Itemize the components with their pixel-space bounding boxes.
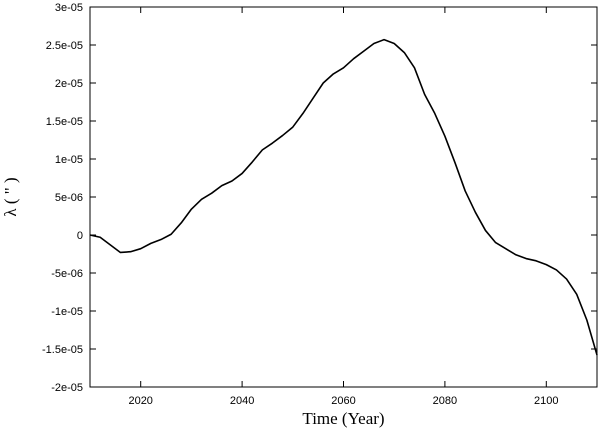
y-axis-title: λ ( " ) [1, 177, 20, 216]
x-tick-label: 2020 [128, 395, 152, 407]
plot-frame [89, 6, 598, 388]
y-tick-label: 0 [77, 230, 83, 242]
y-tick-label: -2e-05 [51, 382, 83, 394]
x-tick-label: 2100 [534, 395, 558, 407]
y-tick-label: 3e-05 [55, 2, 83, 14]
y-tick-label: -1.5e-05 [42, 344, 83, 356]
y-tick-label: 2.5e-05 [46, 40, 83, 52]
x-axis-ticks: 2020 2040 2060 2080 2100 [128, 7, 559, 407]
y-tick-label: 1.5e-05 [46, 116, 83, 128]
y-axis-ticks: -2e-05 -1.5e-05 -1e-05 -5e-06 0 5e-06 1e-05 1.5… [42, 2, 597, 394]
y-tick-label: 1e-05 [55, 154, 83, 166]
x-tick-label: 2080 [433, 395, 457, 407]
y-tick-label: -1e-05 [51, 306, 83, 318]
series-line [89, 38, 598, 356]
y-tick-label: 5e-06 [55, 192, 83, 204]
x-tick-label: 2040 [230, 395, 254, 407]
x-tick-label: 2060 [331, 395, 355, 407]
y-tick-label: 2e-05 [55, 78, 83, 90]
x-axis-title: Time (Year) [302, 409, 384, 428]
y-tick-label: -5e-06 [51, 268, 83, 280]
